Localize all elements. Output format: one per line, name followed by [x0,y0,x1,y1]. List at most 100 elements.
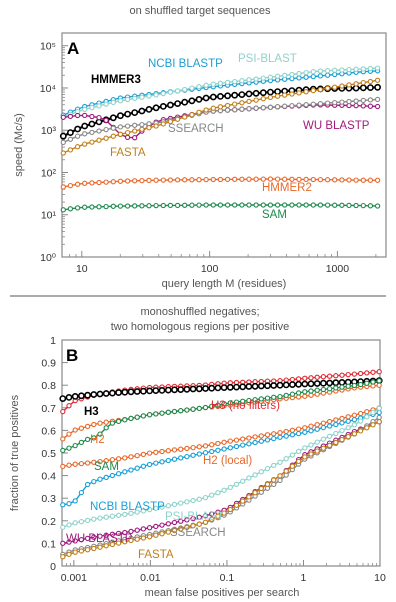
data-point [60,554,66,560]
data-point [72,461,78,467]
data-point [258,485,264,492]
data-point [210,105,216,111]
data-point [65,393,73,401]
data-point [177,386,185,393]
data-point [224,102,231,109]
data-point [360,202,366,209]
data-point [196,405,202,412]
data-point [134,536,140,542]
data-point [217,176,224,183]
data-point [97,544,103,550]
data-point [153,532,159,538]
data-point [283,456,289,462]
data-point [296,202,302,208]
data-point [152,387,160,394]
data-point [110,203,116,209]
data-point [246,397,252,404]
data-point [274,176,281,182]
y-tick-label: 0.6 [41,425,56,437]
data-point [140,526,147,532]
data-point [332,99,338,106]
y-tick-label: 0.8 [41,380,56,392]
data-point [160,177,166,183]
data-point [314,448,320,454]
data-point [182,114,188,120]
series-label-wu-blastp: WU BLASTP [66,533,133,545]
data-point [140,535,147,541]
data-point [339,420,345,426]
data-point [264,481,271,487]
data-point [74,205,81,211]
data-point [288,381,296,388]
data-point [346,202,352,209]
data-point [109,541,116,548]
data-point [88,120,96,128]
y-tick-label: 0 [50,561,56,573]
data-point [351,431,358,437]
data-point [202,519,209,525]
data-point [310,69,316,75]
data-point [240,436,246,442]
data-point [131,109,139,116]
data-point [182,86,188,93]
data-point [319,379,327,387]
data-point [78,518,85,525]
data-point [233,383,240,391]
data-point [109,420,116,426]
data-point [324,100,331,106]
data-point [60,139,66,146]
data-point [209,492,215,498]
data-point [339,436,345,443]
data-point [153,177,159,183]
series-fasta [60,77,381,156]
data-point [266,88,274,96]
panel-a-title: on shuffled target sequences [129,5,271,17]
data-point [153,449,159,455]
data-point [84,391,91,399]
data-point [184,517,190,523]
data-point [353,102,359,109]
data-point [138,107,146,115]
data-point [264,465,271,472]
data-point [97,515,103,521]
data-point [317,86,324,93]
data-point [332,67,338,73]
data-point [240,478,246,484]
data-point [232,107,238,113]
data-point [339,415,345,422]
data-point [153,202,159,209]
data-point [110,133,116,139]
data-point [357,370,364,377]
data-point [146,506,153,513]
data-point [89,104,95,111]
data-point [190,515,196,522]
data-point [314,374,320,380]
data-point [103,514,109,520]
data-point [246,106,252,112]
data-point [320,436,327,442]
data-point [71,392,79,400]
data-point [333,417,339,423]
data-point [121,388,129,396]
data-point [233,443,240,450]
data-point [122,469,128,475]
data-point [231,91,239,99]
data-point [283,433,289,439]
data-point [339,177,345,183]
series-line [62,407,380,468]
data-point [128,415,134,422]
data-point [171,527,178,534]
data-point [232,78,238,85]
data-point [295,426,302,432]
data-point [153,92,159,98]
data-point [274,88,281,95]
x-tick-label: 10 [374,572,386,584]
data-point [103,419,109,425]
data-point [196,514,202,520]
data-point [232,202,238,208]
data-point [370,369,376,375]
data-point [320,374,327,380]
data-point [258,469,264,475]
data-point [267,94,274,101]
data-point [97,533,103,539]
